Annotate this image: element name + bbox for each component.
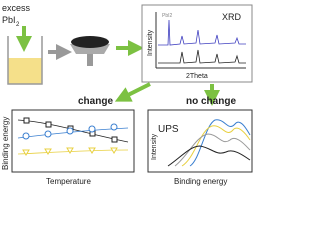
figure: excess PbI 2 PbI2 XRD Intensity 2Theta c… <box>1 3 253 186</box>
y-label: Binding energy <box>1 117 10 170</box>
precursor-label: excess <box>2 3 31 13</box>
plot-frame <box>147 109 253 173</box>
xrd-trace <box>158 49 246 64</box>
arrow <box>114 82 151 102</box>
xrd-panel <box>141 4 253 83</box>
ups-trace <box>189 119 251 167</box>
ups-trace <box>167 145 251 167</box>
y-label: Intensity <box>151 133 158 160</box>
y-label: Intensity <box>147 29 154 56</box>
beaker <box>7 36 43 85</box>
ups-title: UPS <box>158 124 179 135</box>
branch-label: change <box>78 96 113 107</box>
solution <box>8 58 42 84</box>
markers <box>22 123 118 140</box>
precursor-subscript: 2 <box>16 22 20 28</box>
precursor-formula: PbI <box>2 15 16 25</box>
spin-shaft <box>87 54 93 66</box>
ups-trace <box>174 133 251 167</box>
xrd-title: XRD <box>222 12 242 22</box>
branch-label: no change <box>186 96 236 107</box>
markers <box>22 147 118 156</box>
substrate <box>71 36 109 48</box>
ups-trace <box>181 125 251 167</box>
peak-label: PbI2 <box>162 13 173 19</box>
x-label: Temperature <box>46 177 91 186</box>
x-label: 2Theta <box>186 73 208 80</box>
x-label: Binding energy <box>174 177 227 186</box>
xrd-trace <box>158 19 246 46</box>
